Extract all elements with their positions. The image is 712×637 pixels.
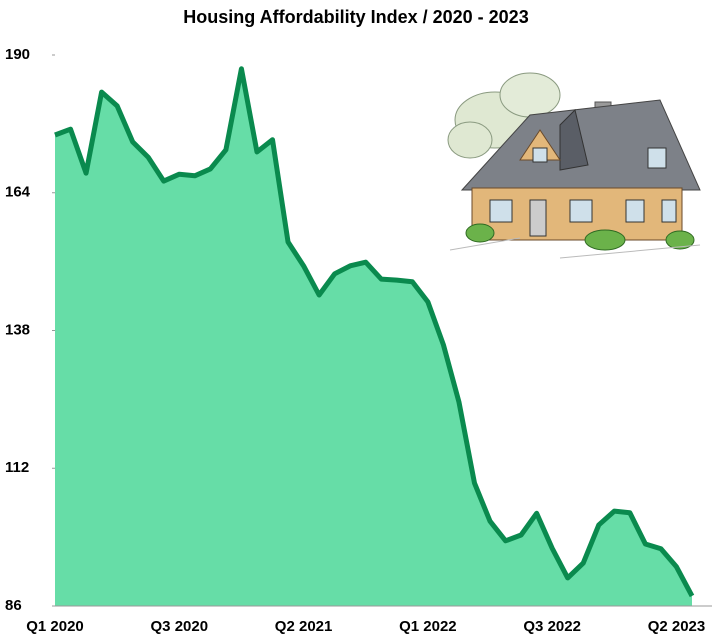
chart-title: Housing Affordability Index / 2020 - 202… bbox=[183, 7, 528, 27]
y-tick-label: 112 bbox=[5, 459, 29, 476]
area-line bbox=[54, 66, 695, 598]
x-tick-label: Q1 2020 bbox=[26, 618, 84, 635]
y-tick-label: 190 bbox=[5, 46, 30, 63]
house-illustration bbox=[447, 72, 701, 259]
area-fill bbox=[55, 68, 692, 606]
x-tick-label: Q2 2021 bbox=[275, 618, 333, 635]
y-tick-label: 86 bbox=[5, 597, 22, 614]
y-tick-label: 164 bbox=[5, 184, 31, 201]
x-tick-label: Q2 2023 bbox=[648, 618, 706, 635]
x-tick-label: Q1 2022 bbox=[399, 618, 457, 635]
y-tick-label: 138 bbox=[5, 321, 30, 338]
x-tick-label: Q3 2020 bbox=[151, 618, 209, 635]
x-tick-label: Q3 2022 bbox=[523, 618, 581, 635]
